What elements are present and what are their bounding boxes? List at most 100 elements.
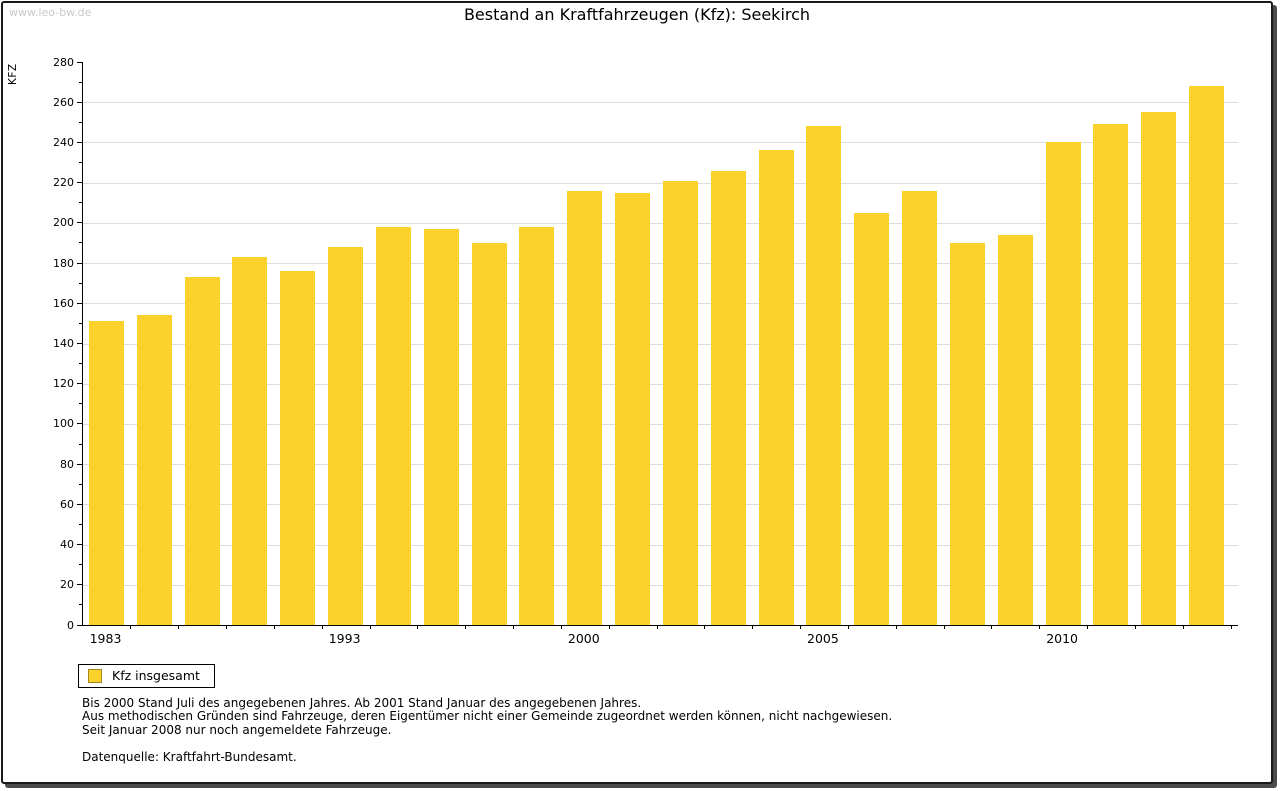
- x-axis-tick: [991, 625, 993, 629]
- y-axis-tick: [79, 403, 83, 405]
- x-axis-tick: [608, 625, 610, 629]
- y-axis-tick-label: 140: [53, 337, 74, 350]
- y-axis-title: KFZ: [7, 63, 19, 85]
- bar-kfz-insgesamt: [232, 257, 268, 625]
- y-axis-tick: [77, 584, 83, 586]
- bar-kfz-insgesamt: [1141, 112, 1177, 625]
- gridline: [83, 222, 1238, 224]
- x-axis-tick: [895, 625, 897, 629]
- gridline: [83, 263, 1238, 265]
- x-axis-tick: [273, 625, 275, 629]
- x-axis-tick: [178, 625, 180, 629]
- y-axis-tick: [79, 523, 83, 525]
- y-axis-tick: [79, 443, 83, 445]
- bar-kfz-insgesamt: [423, 228, 459, 625]
- y-axis-tick: [79, 121, 83, 123]
- x-axis-tick: [752, 625, 754, 629]
- y-axis-tick-label: 160: [53, 296, 74, 310]
- bar-kfz-insgesamt: [519, 226, 555, 625]
- x-axis-tick-label: 2010: [1046, 631, 1078, 646]
- y-axis-tick: [79, 282, 83, 284]
- y-axis-tick: [77, 61, 83, 63]
- x-axis-tick: [1134, 625, 1136, 629]
- gridline: [83, 182, 1238, 184]
- bar-kfz-insgesamt: [806, 126, 842, 625]
- gridline: [83, 544, 1238, 546]
- y-axis-tick: [77, 101, 83, 103]
- gridline: [83, 142, 1238, 144]
- bar-kfz-insgesamt: [280, 271, 316, 625]
- bar-kfz-insgesamt: [89, 321, 124, 625]
- bar-kfz-insgesamt: [471, 242, 507, 625]
- plot-area: [77, 61, 1238, 629]
- y-axis-tick: [77, 624, 83, 626]
- bar-kfz-insgesamt: [567, 190, 603, 625]
- y-axis-tick: [77, 503, 83, 505]
- bar-kfz-insgesamt: [1093, 124, 1129, 625]
- y-axis-tick: [79, 162, 83, 164]
- y-axis-tick: [77, 182, 83, 184]
- y-axis-tick: [79, 322, 83, 324]
- y-axis-tick-label: 240: [53, 135, 74, 149]
- y-axis-tick: [77, 343, 83, 344]
- bar-kfz-insgesamt: [328, 247, 364, 625]
- y-axis-tick: [77, 423, 83, 425]
- y-axis-tick: [79, 242, 83, 244]
- gridline: [83, 303, 1238, 305]
- y-axis-tick-label: 40: [60, 538, 74, 552]
- y-axis-tick-label: 20: [60, 578, 74, 592]
- gridline: [83, 343, 1238, 345]
- x-axis-tick-label: 2005: [807, 631, 839, 646]
- y-axis-tick: [77, 463, 83, 465]
- y-axis-tick-label: 0: [67, 618, 74, 632]
- x-axis-tick-label: 1983: [89, 631, 122, 646]
- x-axis-tick: [1230, 625, 1232, 629]
- x-axis-tick: [560, 625, 562, 629]
- legend-label: Kfz insgesamt: [112, 668, 200, 683]
- y-axis-tick: [79, 202, 83, 204]
- bar-kfz-insgesamt: [136, 315, 172, 625]
- bar-kfz-insgesamt: [1189, 86, 1225, 625]
- y-axis-tick-label: 180: [53, 256, 74, 270]
- y-axis-tick: [77, 222, 83, 224]
- chart-title: Bestand an Kraftfahrzeugen (Kfz): Seekir…: [463, 5, 811, 24]
- x-axis-tick: [847, 625, 849, 629]
- gridline: [83, 504, 1238, 506]
- y-axis-tick: [79, 604, 83, 606]
- footnotes: Bis 2000 Stand Juli des angegebenen Jahr…: [82, 696, 893, 737]
- bar-kfz-insgesamt: [1045, 142, 1081, 625]
- y-axis-tick-label: 280: [53, 55, 74, 69]
- gridline: [83, 383, 1238, 385]
- x-axis-tick-label: 2000: [567, 631, 600, 646]
- bar-kfz-insgesamt: [710, 170, 746, 625]
- y-axis-tick: [77, 262, 83, 264]
- gridline: [83, 102, 1238, 104]
- gridline: [83, 464, 1238, 466]
- legend-swatch-icon: [88, 668, 102, 683]
- x-axis-tick: [1039, 625, 1041, 629]
- y-axis-tick-label: 220: [53, 176, 74, 190]
- bar-kfz-insgesamt: [902, 190, 938, 625]
- y-axis-tick-label: 80: [60, 457, 74, 471]
- x-axis-tick-label: 1993: [328, 631, 361, 646]
- footnote-line: Aus methodischen Gründen sind Fahrzeuge,…: [82, 709, 893, 724]
- y-axis-tick-label: 200: [53, 216, 74, 230]
- y-axis-tick: [77, 302, 83, 304]
- footnote-line: Bis 2000 Stand Juli des angegebenen Jahr…: [82, 696, 642, 710]
- x-axis-tick: [321, 625, 323, 629]
- x-axis-tick: [1182, 625, 1184, 629]
- y-axis-tick-label: 60: [60, 497, 74, 511]
- x-axis-tick: [130, 625, 132, 629]
- x-axis-tick: [369, 625, 371, 629]
- x-axis-tick: [513, 625, 515, 629]
- bar-kfz-insgesamt: [854, 212, 890, 625]
- watermark: www.leo-bw.de: [9, 6, 92, 19]
- y-axis-tick: [79, 81, 83, 83]
- bar-kfz-insgesamt: [184, 277, 220, 625]
- legend: Kfz insgesamt: [78, 664, 215, 688]
- y-axis-tick: [79, 363, 83, 365]
- x-axis-tick: [417, 625, 419, 629]
- y-axis-tick: [77, 383, 83, 385]
- x-axis-tick: [943, 625, 945, 629]
- x-axis-tick: [465, 625, 467, 629]
